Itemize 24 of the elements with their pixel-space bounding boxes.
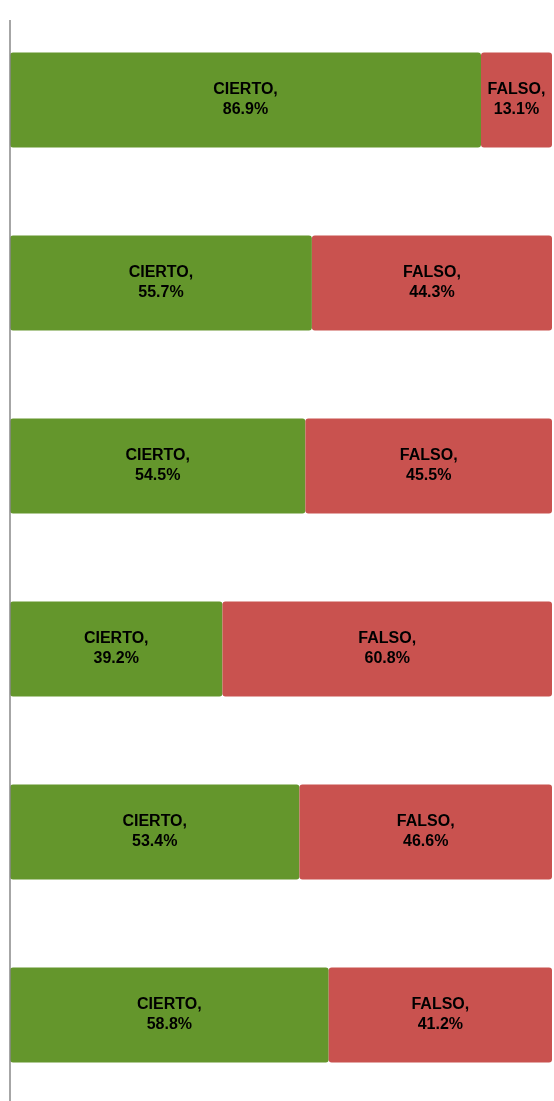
- bar: [328, 967, 552, 1063]
- bar: [10, 235, 312, 331]
- data-label: FALSO, 45.5%: [399, 446, 458, 484]
- bar: [10, 418, 306, 514]
- data-label: CIERTO, 55.7%: [128, 263, 194, 301]
- data-label: CIERTO, 54.5%: [125, 446, 190, 484]
- data-label: CIERTO, 86.9%: [213, 80, 278, 118]
- data-label: FALSO, 60.8%: [358, 629, 417, 667]
- data-label: CIERTO, 53.4%: [122, 812, 188, 850]
- bar: [222, 601, 552, 697]
- data-label: FALSO, 41.2%: [411, 995, 470, 1033]
- bar: [10, 52, 481, 148]
- bar: [10, 967, 329, 1063]
- data-label: FALSO, 46.6%: [396, 812, 455, 850]
- bar: [10, 601, 223, 697]
- data-label: CIERTO, 39.2%: [83, 629, 149, 667]
- data-label: FALSO, 44.3%: [403, 263, 461, 301]
- bar: [481, 52, 552, 148]
- data-label: CIERTO, 58.8%: [137, 995, 202, 1033]
- data-label: FALSO, 13.1%: [487, 80, 546, 118]
- bar: [10, 784, 300, 880]
- bar: [305, 418, 552, 514]
- bar: [299, 784, 552, 880]
- bar: [311, 235, 552, 331]
